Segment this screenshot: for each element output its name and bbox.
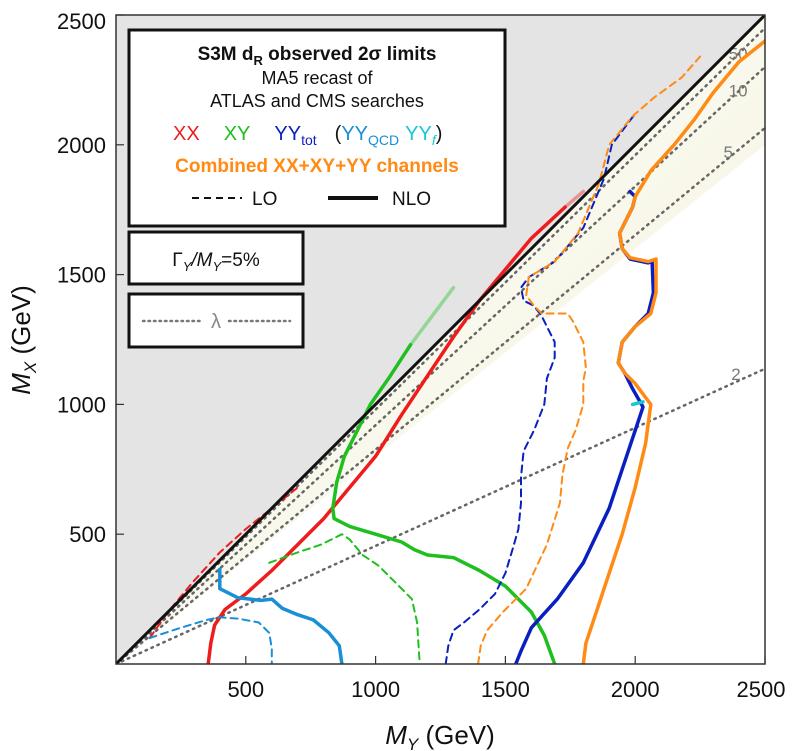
y-tick-label-1000: 1000 bbox=[57, 392, 106, 417]
legend-lo-label: LO bbox=[252, 189, 277, 210]
legend-subtitle-1: MA5 recast of bbox=[261, 68, 373, 88]
legend-channels: XX XY YYtot (YYQCD YYf) bbox=[173, 123, 442, 148]
main-legend: S3M dR observed 2σ limits MA5 recast of … bbox=[127, 28, 507, 228]
x-axis-title: MY (GeV) bbox=[385, 720, 495, 751]
y-tick-label-500: 500 bbox=[69, 522, 106, 547]
series-xy-nlo bbox=[331, 342, 557, 664]
x-tick-label-2000: 2000 bbox=[611, 677, 660, 702]
series-yy-f-nlo bbox=[630, 400, 645, 407]
lambda-line-2 bbox=[116, 367, 765, 664]
plot-frame bbox=[115, 14, 766, 665]
series-xy-nlo-faint bbox=[408, 285, 456, 347]
legend-subtitle-2: ATLAS and CMS searches bbox=[210, 91, 424, 111]
series-yy-qcd-nlo bbox=[218, 567, 344, 664]
y-axis-title: MX (GeV) bbox=[6, 285, 40, 395]
lambda-line-5 bbox=[116, 126, 765, 664]
lambda-legend-label: λ bbox=[211, 311, 221, 333]
legend-nlo-label: NLO bbox=[392, 189, 431, 210]
x-tick-label-500: 500 bbox=[227, 677, 264, 702]
series-xy-lo bbox=[268, 533, 421, 664]
legend-combined: Combined XX+XY+YY channels bbox=[175, 156, 459, 177]
axis-ticks: 500 1000 1500 2000 2500 500 1000 1500 2000 2500 bbox=[57, 9, 785, 702]
lambda-label-5: 5 bbox=[723, 143, 732, 162]
width-label: ΓY/MY=5% bbox=[172, 250, 260, 274]
y-tick-label-2500: 2500 bbox=[57, 9, 106, 34]
series-yy-qcd-lo bbox=[148, 616, 273, 664]
x-tick-label-1500: 1500 bbox=[481, 677, 530, 702]
lambda-label-2: 2 bbox=[731, 365, 740, 384]
main-legend-box bbox=[127, 28, 507, 228]
y-tick-label-1500: 1500 bbox=[57, 263, 106, 288]
legend-title: S3M dR observed 2σ limits bbox=[198, 44, 437, 68]
series-combined-lo bbox=[477, 55, 702, 664]
width-legend-box bbox=[127, 230, 305, 286]
series-xx-nlo-faint bbox=[563, 189, 586, 209]
x-tick-label-1000: 1000 bbox=[351, 677, 400, 702]
lambda-label-10: 10 bbox=[729, 81, 748, 100]
y-tick-label-2000: 2000 bbox=[57, 133, 106, 158]
series-yy-tot-lo bbox=[444, 112, 637, 664]
lambda-legend: λ bbox=[127, 292, 305, 349]
x-tick-label-2500: 2500 bbox=[737, 677, 786, 702]
width-legend: ΓY/MY=5% bbox=[127, 230, 305, 286]
series-combined-nlo bbox=[581, 39, 765, 664]
lambda-line-50 bbox=[116, 26, 765, 664]
mx-equals-my-line bbox=[116, 15, 765, 664]
